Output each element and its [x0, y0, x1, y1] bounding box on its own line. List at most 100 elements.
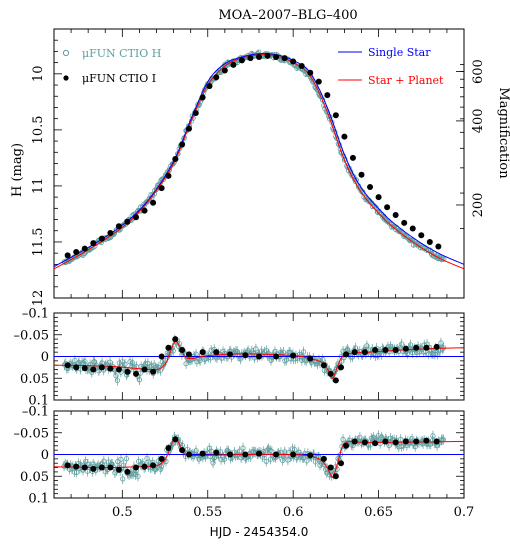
ctio-i-point — [418, 232, 425, 239]
ctio-i-point — [124, 218, 131, 225]
ctio-i-point — [423, 437, 430, 444]
y-tick-label: 11.5 — [31, 228, 46, 257]
ctio-i-point — [185, 351, 192, 358]
ctio-h-point — [116, 360, 122, 366]
ctio-h-point — [122, 361, 128, 367]
legend-label-ctio-i: μFUN CTIO I — [82, 72, 156, 85]
ctio-i-point — [358, 171, 365, 178]
y-tick-label: 0 — [41, 448, 49, 463]
ctio-i-point — [133, 464, 139, 471]
ctio-i-point — [332, 377, 339, 384]
ctio-i-point — [213, 74, 220, 81]
ctio-i-point — [332, 112, 339, 119]
ctio-h-point — [148, 363, 154, 369]
model-star-planet-line — [54, 436, 464, 478]
ctio-h-point — [114, 377, 120, 383]
ctio-h-point — [101, 458, 107, 464]
ctio-h-point — [150, 192, 156, 199]
ctio-h-point — [414, 241, 420, 247]
ctio-i-point — [185, 451, 192, 458]
ctio-i-point — [327, 370, 334, 377]
ctio-i-point — [172, 436, 179, 443]
ctio-h-point — [269, 449, 275, 455]
ctio-i-point — [141, 366, 148, 373]
ctio-i-point — [64, 252, 71, 259]
ctio-i-point — [320, 455, 327, 462]
ctio-i-point — [64, 362, 71, 369]
ctio-h-point — [398, 436, 404, 442]
ctio-i-point — [226, 351, 233, 358]
ctio-h-point — [268, 357, 274, 363]
ctio-i-point — [98, 235, 105, 242]
ctio-i-point — [290, 451, 297, 458]
ctio-h-point — [407, 342, 414, 348]
ctio-h-point — [120, 476, 126, 482]
ctio-h-point — [151, 362, 157, 368]
ctio-h-point — [87, 361, 93, 368]
ctio-i-point — [192, 110, 199, 117]
ctio-h-point — [250, 350, 256, 356]
ctio-i-point — [179, 447, 186, 454]
y-tick-label: –0.1 — [22, 307, 49, 322]
ctio-h-point — [340, 348, 346, 354]
legend: μFUN CTIO H μFUN CTIO I Single Star Star… — [62, 46, 444, 87]
ctio-i-point — [107, 229, 114, 236]
panel-frame — [53, 28, 465, 299]
ctio-i-point — [256, 450, 262, 457]
y-tick-label: 10.5 — [31, 115, 46, 144]
y-tick-label: 0 — [41, 350, 49, 365]
ctio-h-point — [208, 448, 214, 454]
ctio-i-point — [115, 223, 122, 230]
ctio-i-point — [141, 207, 148, 214]
y2-axis-label: Magnification — [496, 87, 510, 179]
y2-tick-label: 600 — [471, 59, 486, 84]
series-ctio-h — [61, 430, 446, 485]
x-tick-label: 0.55 — [193, 505, 222, 520]
ctio-h-point — [211, 455, 217, 461]
ctio-h-point — [221, 456, 228, 462]
legend-label-ctio-h: μFUN CTIO H — [82, 47, 161, 60]
ctio-i-point — [185, 125, 192, 132]
ctio-i-point — [98, 464, 105, 471]
ctio-i-point — [150, 368, 157, 375]
ctio-i-point — [133, 370, 139, 377]
ctio-i-point — [402, 345, 409, 352]
ctio-i-point — [338, 460, 344, 467]
ctio-i-point — [433, 343, 440, 350]
ctio-i-point — [281, 55, 288, 62]
plot-area — [54, 430, 464, 485]
ctio-i-point — [332, 473, 339, 480]
ctio-i-point — [307, 355, 314, 362]
ctio-i-point — [165, 172, 172, 179]
ctio-i-point — [256, 54, 262, 61]
ctio-i-point — [90, 240, 97, 247]
ctio-h-point — [370, 434, 377, 441]
y-tick-label: 10 — [31, 66, 46, 83]
y-tick-label: –0.1 — [22, 405, 49, 420]
ctio-h-point — [96, 368, 102, 374]
ctio-i-point — [199, 94, 206, 101]
ctio-h-point — [82, 358, 88, 365]
ctio-i-point — [307, 452, 314, 459]
ctio-i-point — [73, 249, 80, 256]
y-tick-label: 0.05 — [20, 470, 49, 485]
ctio-i-point — [426, 238, 433, 245]
ctio-i-point — [90, 366, 97, 373]
y-axis-label: H (mag) — [10, 143, 25, 197]
x-tick-label: 0.7 — [454, 505, 475, 520]
ctio-i-point — [242, 451, 249, 458]
legend-filled-circle-marker — [63, 75, 69, 81]
y-tick-label: 0.05 — [20, 372, 49, 387]
plot-area — [54, 49, 464, 270]
ctio-h-point — [127, 359, 133, 365]
y-tick-label: –0.05 — [14, 328, 49, 343]
ctio-h-point — [123, 456, 130, 462]
ctio-i-point — [213, 449, 220, 456]
x-axis-label: HJD - 2454354.0 — [210, 525, 309, 539]
y-tick-label: 12 — [31, 290, 46, 307]
ctio-i-point — [273, 451, 280, 458]
ctio-i-point — [238, 57, 245, 64]
ctio-i-point — [372, 440, 379, 447]
ctio-h-point — [321, 461, 327, 468]
panel-3: 0.5 0.55 0.6 0.65 0.7 –0.1 –0.05 0 0.05 0.1 — [14, 405, 475, 521]
